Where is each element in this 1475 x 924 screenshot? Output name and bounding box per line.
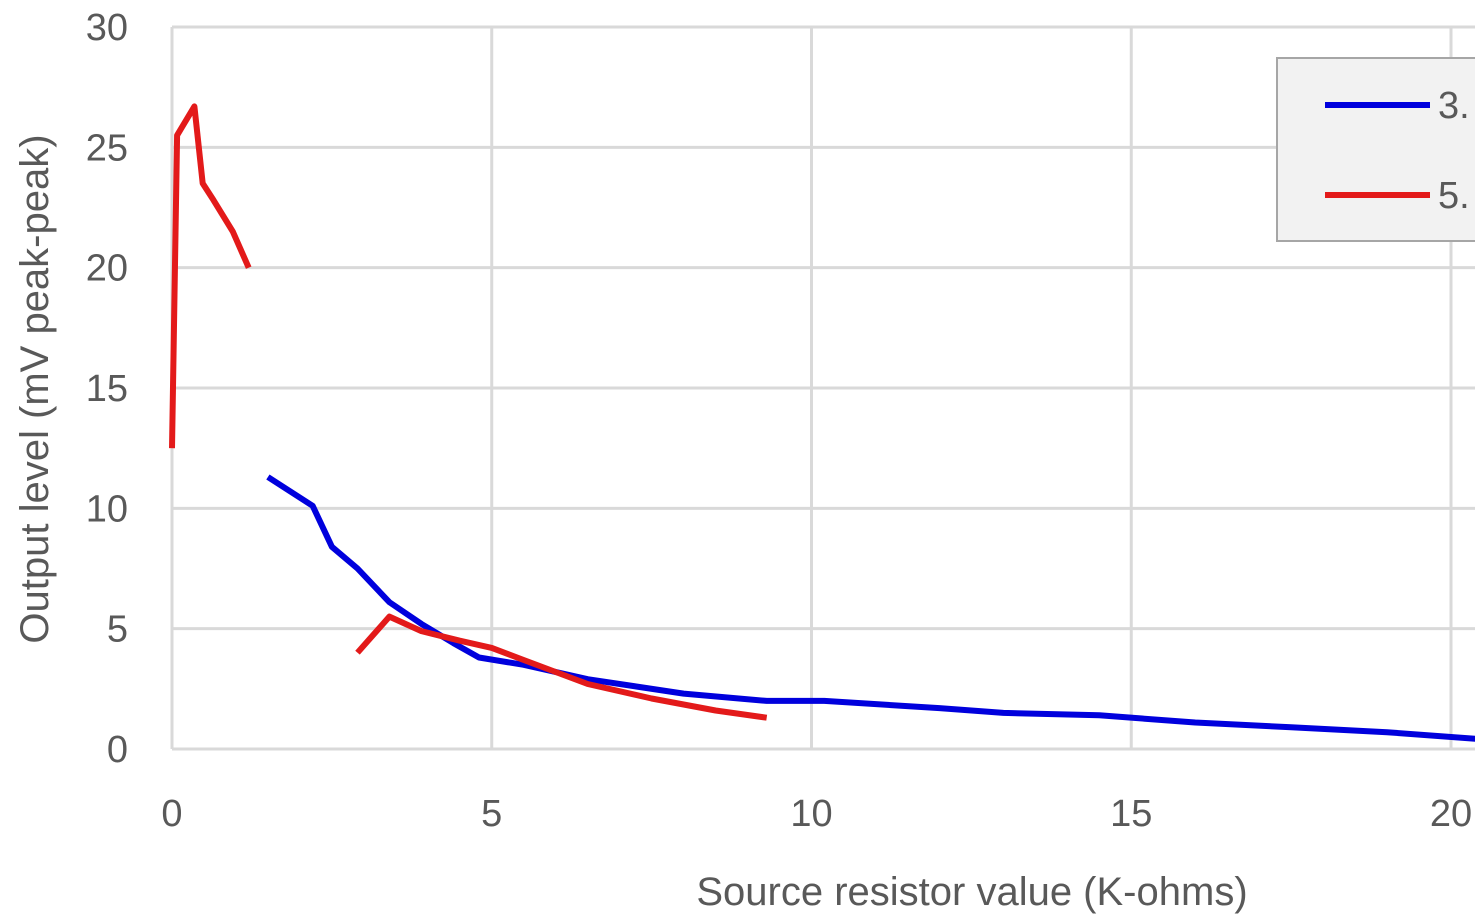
x-tick-label: 5 bbox=[481, 793, 502, 835]
y-tick-label: 20 bbox=[86, 248, 128, 290]
x-tick-label: 15 bbox=[1110, 793, 1152, 835]
x-tick-label: 0 bbox=[161, 793, 182, 835]
series-lines bbox=[169, 103, 1475, 742]
y-tick-label: 0 bbox=[107, 729, 128, 771]
y-tick-label: 10 bbox=[86, 488, 128, 530]
y-axis-title: Output level (mV peak-peak) bbox=[13, 134, 57, 643]
legend: 3. 5. bbox=[1276, 57, 1475, 242]
y-tick-label: 25 bbox=[86, 127, 128, 169]
series-line-1 bbox=[266, 474, 1475, 742]
x-axis-title: Source resistor value (K-ohms) bbox=[696, 870, 1247, 914]
x-tick-label: 20 bbox=[1430, 793, 1472, 835]
series-line-2 bbox=[355, 613, 768, 721]
y-tick-label: 15 bbox=[86, 368, 128, 410]
y-tick-label: 30 bbox=[86, 7, 128, 49]
legend-label-2: 5. bbox=[1438, 175, 1470, 217]
series-line-2 bbox=[169, 103, 252, 449]
x-tick-label: 10 bbox=[790, 793, 832, 835]
legend-box bbox=[1276, 57, 1475, 242]
y-tick-label: 5 bbox=[107, 609, 128, 651]
axes: 0 5 10 15 20 25 30 0 5 10 15 20 bbox=[86, 7, 1475, 835]
legend-label-1: 3. bbox=[1438, 85, 1470, 127]
